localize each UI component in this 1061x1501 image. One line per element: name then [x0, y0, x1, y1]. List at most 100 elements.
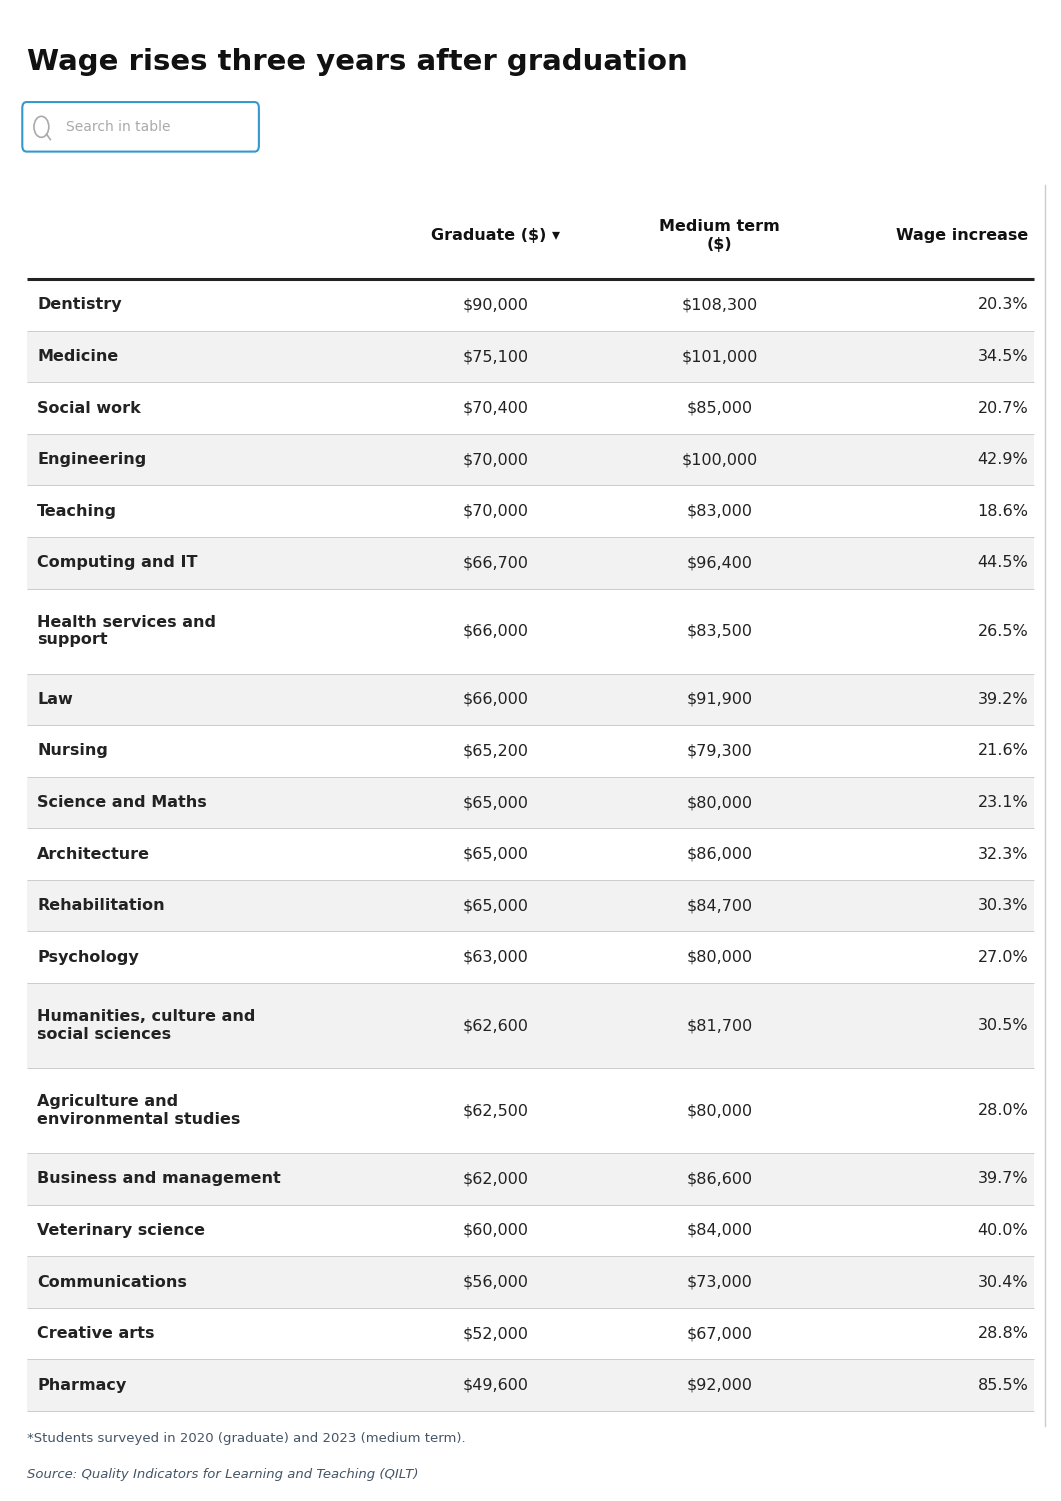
Text: $62,000: $62,000	[463, 1171, 528, 1186]
Text: $65,000: $65,000	[463, 898, 528, 913]
Text: $92,000: $92,000	[686, 1378, 752, 1393]
Text: $90,000: $90,000	[463, 297, 528, 312]
Text: $108,300: $108,300	[681, 297, 758, 312]
Text: $66,700: $66,700	[463, 555, 528, 570]
Text: 39.7%: 39.7%	[978, 1171, 1028, 1186]
Text: $75,100: $75,100	[463, 350, 528, 365]
Bar	[27, 983, 1034, 1069]
Text: $100,000: $100,000	[681, 452, 758, 467]
Bar	[27, 1153, 1034, 1205]
Text: 85.5%: 85.5%	[977, 1378, 1028, 1393]
Text: $83,000: $83,000	[686, 504, 752, 519]
Bar	[27, 485, 1034, 537]
Text: $70,400: $70,400	[463, 401, 528, 416]
Text: $84,700: $84,700	[686, 898, 752, 913]
Bar	[27, 1069, 1034, 1153]
Bar	[27, 674, 1034, 725]
Bar	[27, 880, 1034, 932]
Text: 21.6%: 21.6%	[977, 743, 1028, 758]
Text: $63,000: $63,000	[463, 950, 528, 965]
Text: Science and Maths: Science and Maths	[37, 796, 207, 811]
Bar	[27, 537, 1034, 588]
Bar	[27, 330, 1034, 383]
Bar	[27, 1205, 1034, 1256]
Text: 39.2%: 39.2%	[978, 692, 1028, 707]
Bar	[27, 829, 1034, 880]
Text: $80,000: $80,000	[686, 796, 752, 811]
Text: $80,000: $80,000	[686, 950, 752, 965]
FancyBboxPatch shape	[22, 102, 259, 152]
Text: Veterinary science: Veterinary science	[37, 1223, 205, 1238]
Text: $65,200: $65,200	[463, 743, 528, 758]
Text: $65,000: $65,000	[463, 796, 528, 811]
Text: Computing and IT: Computing and IT	[37, 555, 197, 570]
Text: $84,000: $84,000	[686, 1223, 752, 1238]
Text: $83,500: $83,500	[686, 623, 752, 638]
Text: Nursing: Nursing	[37, 743, 108, 758]
Text: $86,000: $86,000	[686, 847, 752, 862]
Text: 30.5%: 30.5%	[978, 1018, 1028, 1033]
Text: Agriculture and
environmental studies: Agriculture and environmental studies	[37, 1094, 241, 1127]
Text: 20.3%: 20.3%	[978, 297, 1028, 312]
Text: $79,300: $79,300	[686, 743, 752, 758]
Bar	[27, 192, 1034, 279]
Text: Teaching: Teaching	[37, 504, 117, 519]
Text: $91,900: $91,900	[686, 692, 752, 707]
Text: Business and management: Business and management	[37, 1171, 281, 1186]
Bar	[27, 1256, 1034, 1307]
Text: $62,600: $62,600	[463, 1018, 528, 1033]
Text: Communications: Communications	[37, 1274, 187, 1289]
Text: *Students surveyed in 2020 (graduate) and 2023 (medium term).: *Students surveyed in 2020 (graduate) an…	[27, 1432, 465, 1445]
Bar	[27, 725, 1034, 776]
Text: 28.8%: 28.8%	[977, 1325, 1028, 1340]
Text: $67,000: $67,000	[686, 1325, 752, 1340]
Bar	[27, 1307, 1034, 1360]
Text: Wage rises three years after graduation: Wage rises three years after graduation	[27, 48, 688, 77]
Text: Rehabilitation: Rehabilitation	[37, 898, 164, 913]
Bar	[27, 279, 1034, 330]
Text: $60,000: $60,000	[463, 1223, 528, 1238]
Bar	[27, 383, 1034, 434]
Text: $81,700: $81,700	[686, 1018, 752, 1033]
Text: $101,000: $101,000	[681, 350, 758, 365]
Text: Search in table: Search in table	[66, 120, 170, 134]
Text: 18.6%: 18.6%	[977, 504, 1028, 519]
Text: $52,000: $52,000	[463, 1325, 528, 1340]
Text: 30.4%: 30.4%	[978, 1274, 1028, 1289]
Text: 23.1%: 23.1%	[977, 796, 1028, 811]
Text: 32.3%: 32.3%	[978, 847, 1028, 862]
Text: 30.3%: 30.3%	[978, 898, 1028, 913]
Text: $66,000: $66,000	[463, 692, 528, 707]
Text: $80,000: $80,000	[686, 1103, 752, 1118]
Text: $73,000: $73,000	[686, 1274, 752, 1289]
Bar	[27, 1360, 1034, 1411]
Bar	[27, 776, 1034, 829]
Bar	[27, 588, 1034, 674]
Text: Pharmacy: Pharmacy	[37, 1378, 126, 1393]
Text: $56,000: $56,000	[463, 1274, 528, 1289]
Text: $70,000: $70,000	[463, 452, 528, 467]
Text: Medicine: Medicine	[37, 350, 119, 365]
Text: $66,000: $66,000	[463, 623, 528, 638]
Text: $96,400: $96,400	[686, 555, 752, 570]
Text: 42.9%: 42.9%	[977, 452, 1028, 467]
Text: Architecture: Architecture	[37, 847, 151, 862]
Text: 44.5%: 44.5%	[977, 555, 1028, 570]
Text: Law: Law	[37, 692, 73, 707]
Text: 26.5%: 26.5%	[977, 623, 1028, 638]
Bar	[27, 932, 1034, 983]
Text: 34.5%: 34.5%	[978, 350, 1028, 365]
Text: 40.0%: 40.0%	[977, 1223, 1028, 1238]
Text: Source: Quality Indicators for Learning and Teaching (QILT): Source: Quality Indicators for Learning …	[27, 1468, 418, 1481]
Text: Social work: Social work	[37, 401, 141, 416]
Text: Creative arts: Creative arts	[37, 1325, 155, 1340]
Text: Medium term
($): Medium term ($)	[659, 219, 780, 252]
Text: $86,600: $86,600	[686, 1171, 752, 1186]
Text: $65,000: $65,000	[463, 847, 528, 862]
Text: $49,600: $49,600	[463, 1378, 528, 1393]
Text: 20.7%: 20.7%	[977, 401, 1028, 416]
Bar	[27, 434, 1034, 485]
Text: $85,000: $85,000	[686, 401, 752, 416]
Text: Psychology: Psychology	[37, 950, 139, 965]
Text: Wage increase: Wage increase	[897, 228, 1028, 243]
